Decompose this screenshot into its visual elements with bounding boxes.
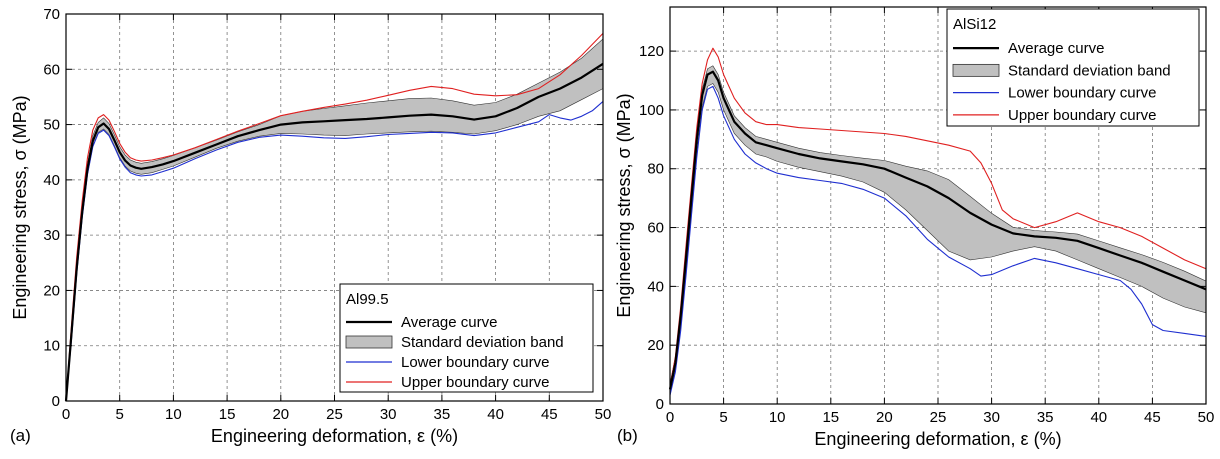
x-axis-label: Engineering deformation, ε (%)	[814, 429, 1061, 449]
legend-swatch-band	[345, 335, 393, 349]
y-tick-label: 0	[52, 393, 60, 410]
x-tick-label: 20	[876, 409, 893, 426]
y-tick-label: 0	[656, 396, 664, 413]
x-tick-label: 50	[1198, 409, 1215, 426]
x-tick-label: 5	[719, 409, 727, 426]
y-tick-label: 50	[43, 117, 60, 134]
x-tick-label: 10	[165, 406, 182, 423]
legend: AlSi12 Average curve Standard deviation ba…	[946, 8, 1200, 127]
legend-entry-label: Average curve	[401, 314, 497, 331]
x-tick-label: 15	[822, 409, 839, 426]
x-tick-label: 30	[983, 409, 1000, 426]
x-tick-label: 45	[1144, 409, 1161, 426]
legend-entry-label: Upper boundary curve	[401, 374, 549, 391]
y-tick-label: 40	[43, 172, 60, 189]
upper-boundary-line	[669, 47, 1207, 387]
legend-title: AlSi12	[953, 16, 996, 33]
x-tick-label: 10	[769, 409, 786, 426]
y-tick-label: 40	[647, 278, 664, 295]
panel-label: (a)	[10, 426, 31, 445]
legend: Al99.5 Average curve Standard deviation ba…	[339, 283, 594, 393]
x-tick-label: 50	[595, 406, 612, 423]
x-tick-label: 35	[1037, 409, 1054, 426]
chart-panel-a: 0 5 10 15 20 25 30 35 40 45 50 0 10 20 30 40 50 60 70 Engin…	[10, 6, 611, 446]
x-tick-label: 0	[62, 406, 70, 423]
y-tick-label: 10	[43, 338, 60, 355]
legend-entry-label: Average curve	[1008, 40, 1104, 57]
legend-entry-label: Lower boundary curve	[401, 354, 549, 371]
legend-entry-label: Standard deviation band	[401, 334, 564, 351]
x-tick-label: 40	[487, 406, 504, 423]
y-axis-label: Engineering stress, σ (MPa)	[10, 95, 30, 319]
x-tick-label: 0	[666, 409, 674, 426]
chart-panel-b: 0 5 10 15 20 25 30 35 40 45 50 0 20 40 60 80 100 120 Engin…	[614, 6, 1215, 449]
y-axis-label: Engineering stress, σ (MPa)	[614, 93, 634, 317]
y-tick-label: 60	[647, 220, 664, 237]
x-tick-label: 25	[930, 409, 947, 426]
legend-entry-label: Standard deviation band	[1008, 62, 1171, 79]
average-curve-line	[668, 70, 1207, 390]
average-curve-line	[64, 62, 604, 402]
x-tick-label: 15	[219, 406, 236, 423]
x-tick-label: 40	[1090, 409, 1107, 426]
lower-boundary-line	[669, 85, 1207, 396]
y-tick-label: 80	[647, 161, 664, 178]
legend-title: Al99.5	[346, 291, 389, 308]
y-tick-label: 30	[43, 227, 60, 244]
y-tick-label: 20	[43, 282, 60, 299]
legend-entry-label: Upper boundary curve	[1008, 107, 1156, 124]
panel-label: (b)	[617, 426, 638, 445]
y-tick-label: 70	[43, 6, 60, 23]
y-tick-label: 60	[43, 61, 60, 78]
legend-swatch-band	[952, 63, 1000, 77]
x-tick-label: 5	[116, 406, 124, 423]
legend-entry-label: Lower boundary curve	[1008, 85, 1156, 102]
x-tick-label: 20	[272, 406, 289, 423]
y-tick-label: 120	[639, 43, 664, 60]
lower-boundary-line	[65, 100, 604, 402]
y-tick-label: 100	[639, 102, 664, 119]
upper-boundary-line	[65, 33, 604, 402]
x-tick-label: 25	[326, 406, 343, 423]
x-axis-label: Engineering deformation, ε (%)	[211, 426, 458, 446]
x-tick-label: 45	[541, 406, 558, 423]
y-tick-label: 20	[647, 337, 664, 354]
x-tick-label: 35	[434, 406, 451, 423]
x-tick-label: 30	[380, 406, 397, 423]
